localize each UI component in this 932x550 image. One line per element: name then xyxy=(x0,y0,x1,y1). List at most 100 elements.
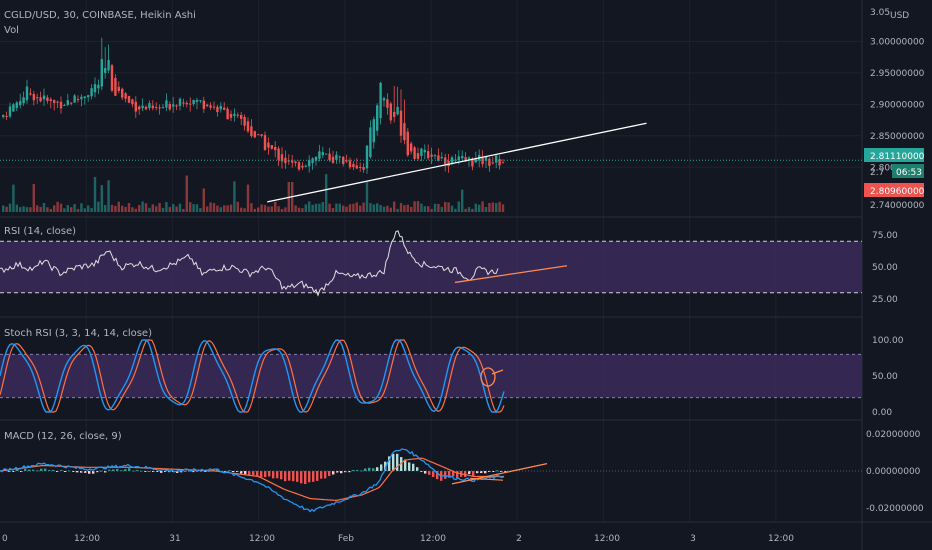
candle-body xyxy=(5,116,7,117)
volume-bar xyxy=(417,201,419,212)
volume-bar xyxy=(390,208,392,212)
candle-body xyxy=(145,107,147,109)
volume-bar xyxy=(22,206,24,212)
volume-bar xyxy=(29,207,31,212)
volume-bar xyxy=(257,208,259,212)
volume-bar xyxy=(345,207,347,212)
candle-body xyxy=(441,157,443,158)
candle-body xyxy=(87,95,89,97)
volume-bar xyxy=(148,208,150,212)
rsi-axis[interactable]: 75.00 50.00 25.00 xyxy=(872,231,898,305)
volume-bar xyxy=(267,207,269,212)
volume-bar xyxy=(114,206,116,212)
macd-bar xyxy=(428,471,430,475)
volume-bar xyxy=(335,204,337,212)
volume-bar xyxy=(111,205,113,212)
volume-bar xyxy=(373,204,375,212)
price-trendline[interactable] xyxy=(267,123,646,202)
candle-body xyxy=(97,85,99,88)
volume-bar xyxy=(220,207,222,212)
candle-body xyxy=(369,127,371,157)
volume-bar xyxy=(172,204,174,212)
volume-bar xyxy=(39,207,41,212)
candle-body xyxy=(383,98,385,100)
currency-label: USD xyxy=(890,11,909,21)
price-tick-label: 2.85000000 xyxy=(870,132,925,142)
candles xyxy=(2,38,504,174)
volume-bar xyxy=(33,184,35,212)
candle-body xyxy=(352,164,354,167)
time-tick-label: 2 xyxy=(516,534,522,544)
rsi-tick-label: 75.00 xyxy=(872,231,898,241)
candle-body xyxy=(124,93,126,98)
volume-bar xyxy=(254,209,256,212)
volume-bar xyxy=(349,204,351,212)
volume-bar xyxy=(43,203,45,212)
candle-body xyxy=(16,102,18,107)
candle-body xyxy=(165,100,167,107)
candle-body xyxy=(94,84,96,92)
candle-body xyxy=(376,105,378,130)
time-tick-label: 12:00 xyxy=(74,534,100,544)
volume-bar xyxy=(502,204,504,212)
volume-bar xyxy=(206,206,208,212)
candle-body xyxy=(390,104,392,121)
macd-tick-label: 0.00000000 xyxy=(866,467,921,477)
volume-bar xyxy=(458,202,460,212)
price-axis[interactable]: 3.00000000 2.95000000 2.90000000 2.85000000… xyxy=(870,8,925,211)
candle-body xyxy=(206,105,208,106)
candle-body xyxy=(104,68,106,73)
candle-body xyxy=(393,112,395,117)
volume-bar xyxy=(63,208,65,212)
volume-bar xyxy=(461,190,463,212)
volume-bar xyxy=(118,202,120,212)
candle-body xyxy=(162,107,164,108)
candle-body xyxy=(257,134,259,135)
volume-bar xyxy=(424,206,426,212)
candle-body xyxy=(138,107,140,110)
volume-bar xyxy=(308,201,310,212)
volume-bar xyxy=(485,207,487,212)
candle-body xyxy=(179,99,181,106)
volume-bar xyxy=(152,204,154,212)
volume-bar xyxy=(158,203,160,212)
volume-bar xyxy=(179,204,181,212)
stoch-tick-label: 0.00 xyxy=(872,408,892,418)
macd-bar xyxy=(408,462,410,471)
volume-bar xyxy=(216,206,218,212)
candle-body xyxy=(22,97,24,103)
macd-bar xyxy=(272,471,274,478)
volume-bar xyxy=(230,205,232,212)
time-axis[interactable]: 0 12:00 31 12:00 Feb 12:00 2 12:00 3 12:00 xyxy=(2,534,794,544)
volume-bar xyxy=(107,180,109,212)
macd-bar xyxy=(324,471,326,478)
candle-body xyxy=(335,155,337,160)
macd-bar xyxy=(284,471,286,481)
volume-bar xyxy=(203,188,205,212)
macd-bar xyxy=(260,471,262,477)
volume-bar xyxy=(277,206,279,212)
macd-axis[interactable]: 0.02000000 0.00000000 -0.02000000 xyxy=(866,430,924,514)
macd-bar xyxy=(320,471,322,479)
candle-body xyxy=(413,147,415,159)
volume-bar xyxy=(386,206,388,212)
candle-body xyxy=(349,160,351,167)
volume-bar xyxy=(260,204,262,212)
candle-body xyxy=(118,87,120,91)
macd-bar xyxy=(376,467,378,471)
volume-bar xyxy=(318,204,320,212)
volume-bar xyxy=(165,202,167,212)
volume-bar xyxy=(56,202,58,212)
candle-body xyxy=(271,145,273,149)
volume-bar xyxy=(124,207,126,212)
stoch-axis[interactable]: 100.00 50.00 0.00 xyxy=(872,336,904,418)
candle-body xyxy=(50,99,52,101)
candle-body xyxy=(359,167,361,168)
price-tick-label: 2.74000000 xyxy=(870,201,925,211)
candle-body xyxy=(420,149,422,156)
candle-body xyxy=(216,107,218,112)
volume-bar xyxy=(478,205,480,212)
candle-body xyxy=(60,102,62,109)
